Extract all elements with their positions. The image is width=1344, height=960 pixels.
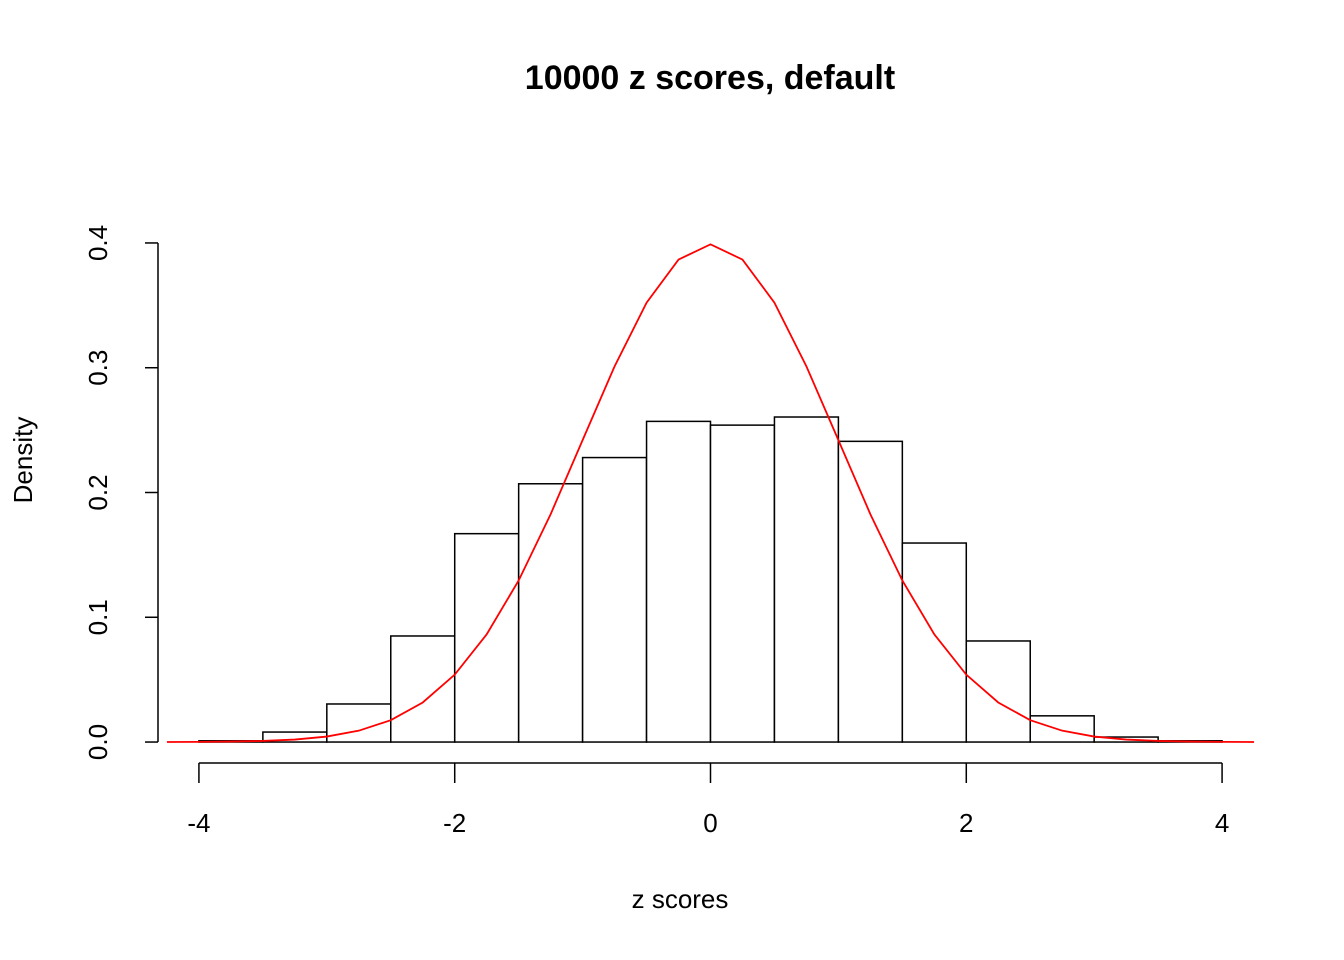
y-tick-label: 0.3 (83, 350, 113, 386)
x-tick-label: 4 (1215, 808, 1229, 838)
histogram-bar (390, 635, 456, 743)
y-tick-label: 0.1 (83, 599, 113, 635)
y-axis-label: Density (8, 417, 38, 504)
histogram-bar (517, 483, 584, 743)
x-tick-label: 0 (703, 808, 717, 838)
histogram-bar (453, 532, 520, 743)
histogram-bar (1029, 715, 1095, 743)
histogram-bar (837, 440, 904, 743)
histogram-bar (645, 420, 712, 743)
y-tick-label: 0.0 (83, 724, 113, 760)
histogram-bar (709, 424, 776, 743)
histogram-bar (581, 456, 648, 743)
histogram-bar (901, 542, 968, 743)
histogram-bar (773, 416, 840, 743)
chart-title: 10000 z scores, default (525, 59, 895, 97)
y-tick-label: 0.2 (83, 474, 113, 510)
x-tick-label: 2 (959, 808, 973, 838)
x-axis-label: z scores (632, 884, 729, 914)
x-tick-label: -2 (443, 808, 466, 838)
density-curve (166, 243, 1255, 743)
histogram-bar (965, 640, 1031, 743)
y-tick-label: 0.4 (83, 225, 113, 261)
x-tick-label: -4 (187, 808, 210, 838)
